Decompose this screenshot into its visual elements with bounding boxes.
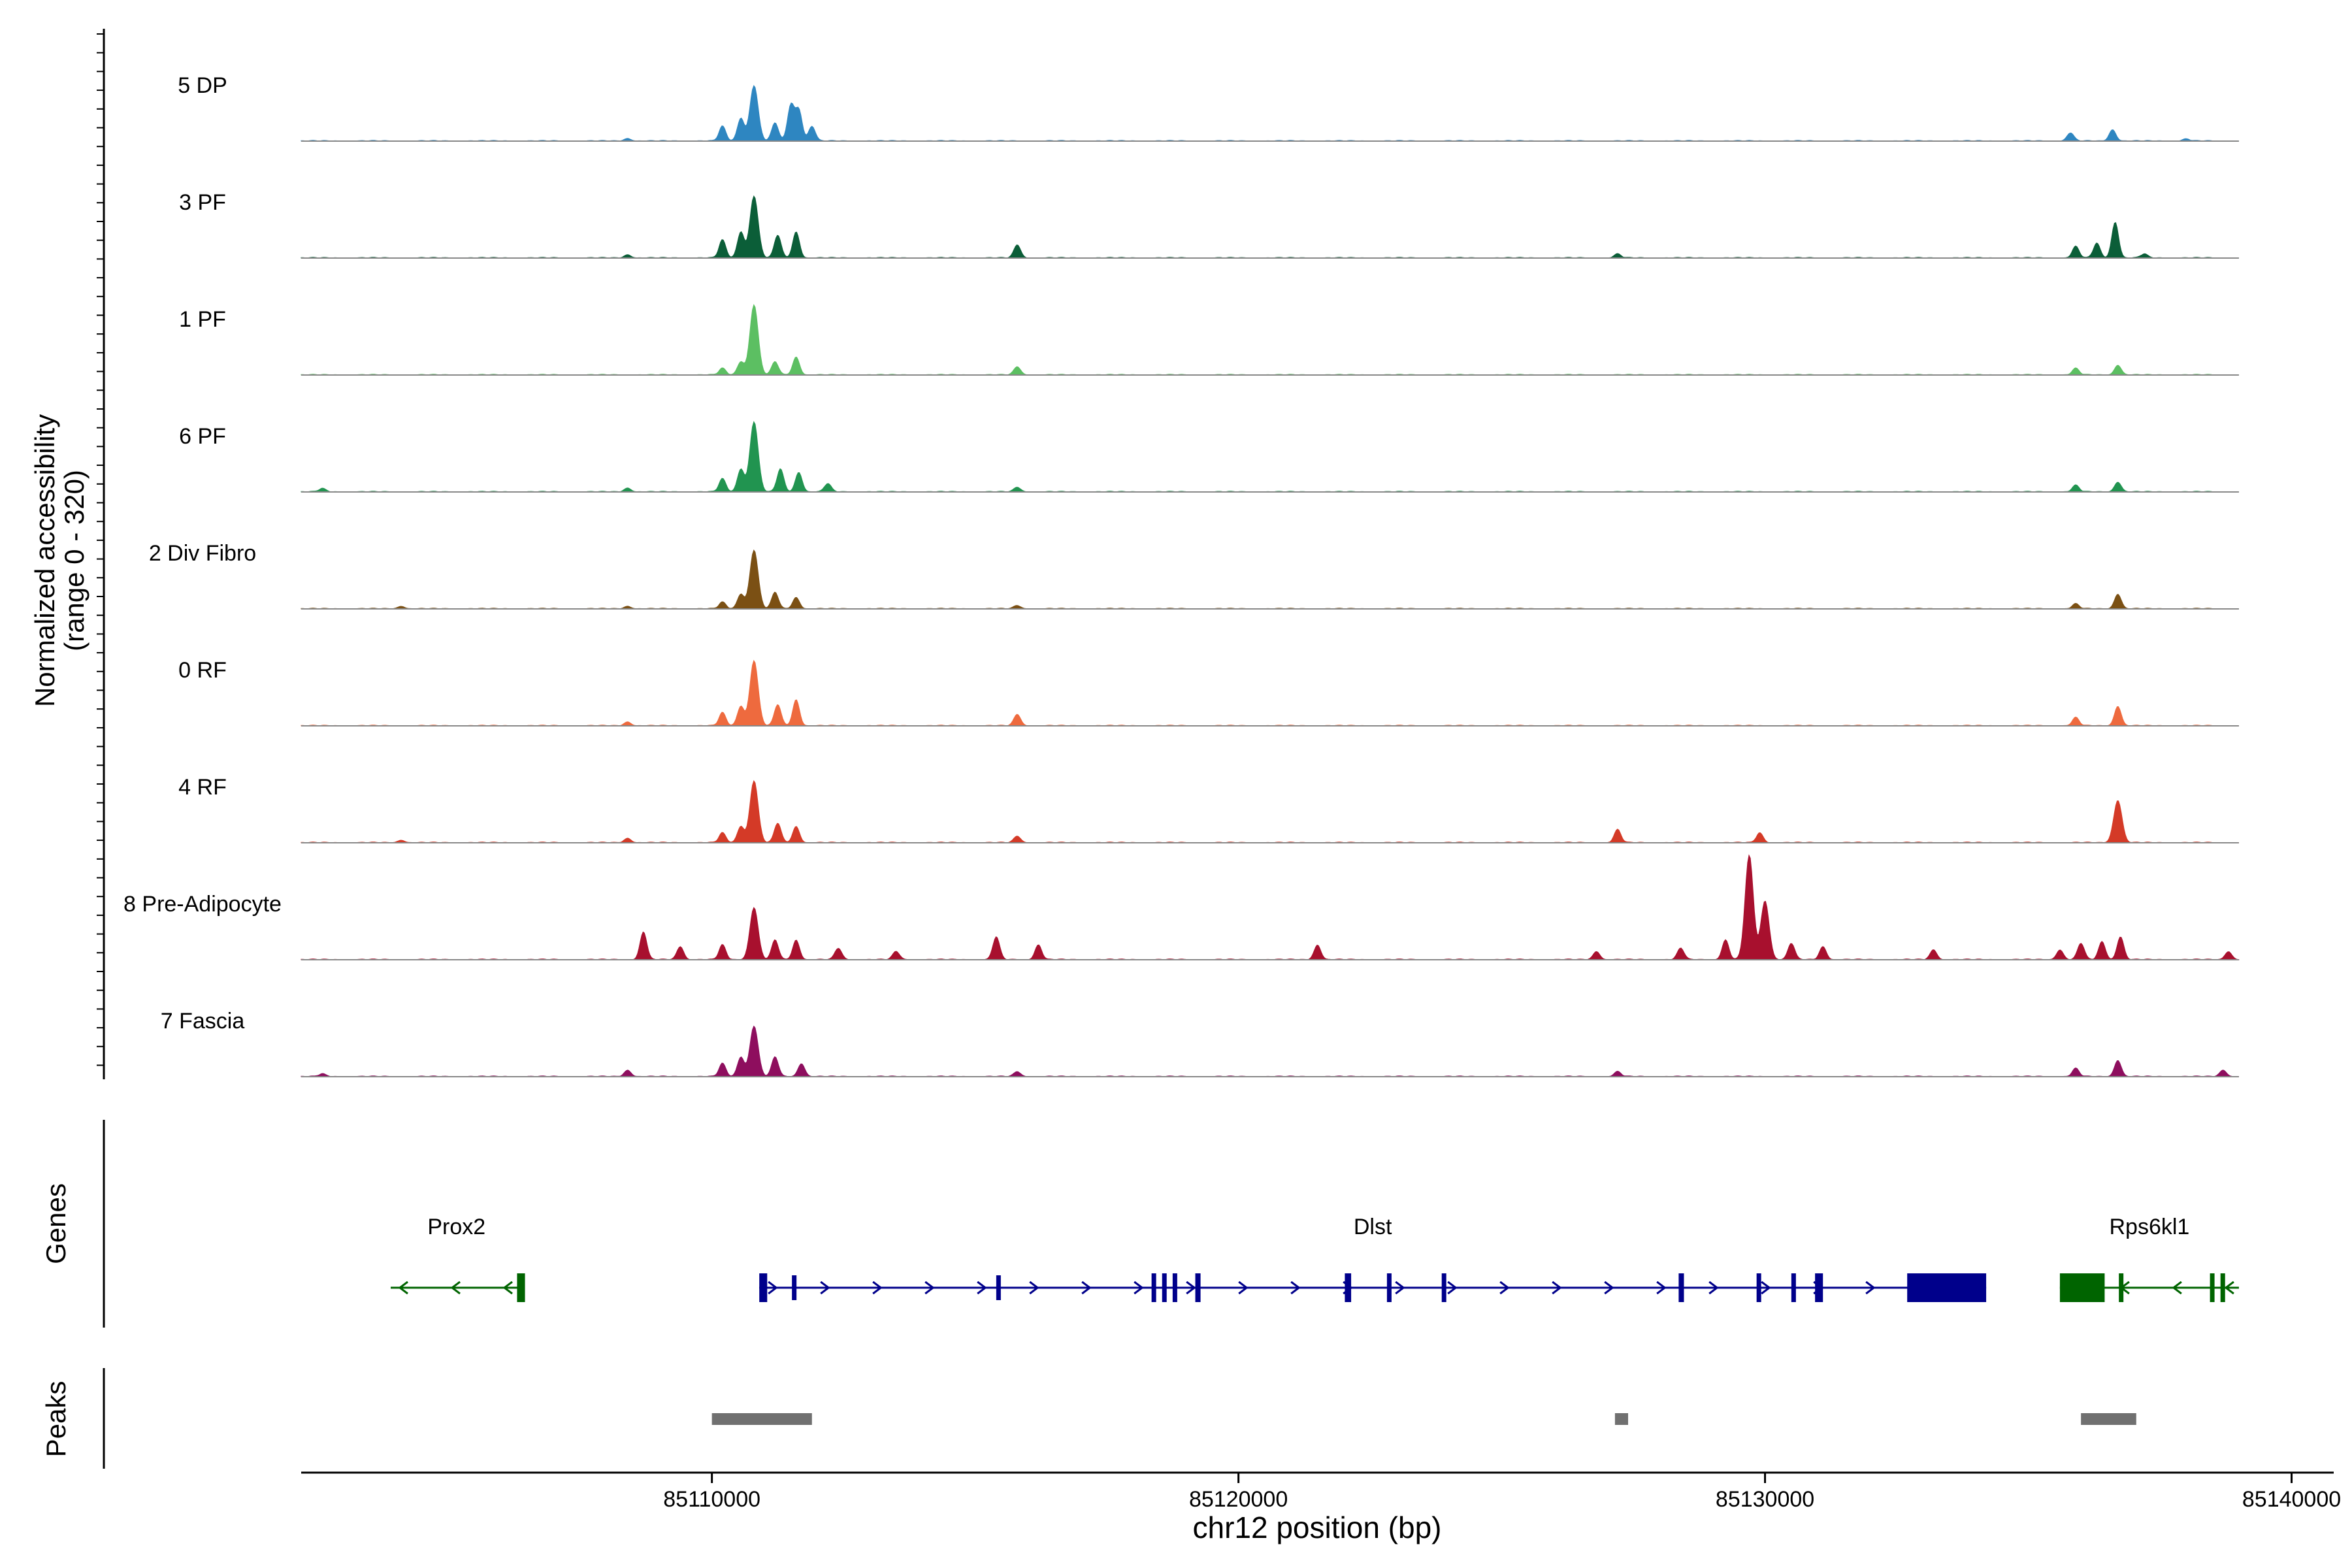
strand-arrow: [502, 1281, 513, 1295]
x-axis-ticks: 85110000 85120000 85130000 85140000: [663, 1473, 2341, 1512]
gene-exon: [2220, 1273, 2225, 1302]
x-tick-label: 85140000: [2242, 1487, 2341, 1512]
track-signal: [301, 195, 2239, 259]
track-signal: [301, 304, 2239, 376]
strand-arrow: [872, 1281, 883, 1295]
strand-arrow: [1238, 1281, 1249, 1295]
peak-region: [1614, 1413, 1629, 1425]
strand-arrow: [450, 1281, 461, 1295]
gene-exon: [1791, 1273, 1796, 1302]
strand-arrow: [1499, 1281, 1510, 1295]
track-label: 7 Fascia: [161, 1009, 245, 1034]
track-6-pf: 6 PF: [179, 421, 2239, 493]
peak-region: [711, 1413, 812, 1425]
track-label: 6 PF: [179, 424, 226, 449]
gene-label: Dlst: [1354, 1215, 1392, 1239]
gene-label: Prox2: [427, 1215, 485, 1239]
track-signal: [301, 659, 2239, 727]
track-label: 0 RF: [178, 658, 227, 683]
track-signal: [301, 779, 2239, 843]
x-tick-label: 85120000: [1189, 1487, 1288, 1512]
track-label: 5 DP: [178, 73, 227, 98]
gene-prox2: Prox2: [391, 1215, 525, 1302]
gene-exon: [1172, 1273, 1177, 1302]
gene-exon: [1345, 1273, 1352, 1302]
genes-track: Prox2 Dlst Rps6kl1: [391, 1215, 2239, 1302]
y-axis-label-line2: (range 0 - 320): [59, 470, 90, 651]
y-axis-label-line1: Normalized accessibility: [29, 414, 60, 707]
track-8-pre-adipocyte: 8 Pre-Adipocyte: [123, 854, 2240, 960]
track-signal: [301, 85, 2239, 142]
strand-arrow: [1029, 1281, 1039, 1295]
gene-exon: [517, 1273, 525, 1302]
x-axis-label: chr12 position (bp): [1193, 1511, 1442, 1544]
track-label: 3 PF: [179, 190, 226, 215]
gene-exon: [1386, 1273, 1392, 1302]
gene-exon: [1907, 1273, 1987, 1302]
gene-exon: [996, 1275, 1001, 1300]
strand-arrow: [1447, 1281, 1458, 1295]
strand-arrow: [398, 1281, 408, 1295]
gene-exon: [759, 1273, 768, 1302]
gene-exon: [2119, 1273, 2124, 1302]
peaks-panel-label: Peaks: [41, 1381, 71, 1458]
peak-region: [2081, 1413, 2136, 1425]
gene-exon: [1151, 1273, 1156, 1302]
strand-arrow: [1552, 1281, 1562, 1295]
strand-arrow: [820, 1281, 830, 1295]
gene-label: Rps6kl1: [2109, 1215, 2189, 1239]
x-tick-label: 85110000: [663, 1487, 760, 1512]
strand-arrow: [1656, 1281, 1667, 1295]
strand-arrow: [1290, 1281, 1301, 1295]
genes-panel-label: Genes: [41, 1183, 71, 1264]
gene-exon: [1162, 1273, 1167, 1302]
gene-exon: [792, 1275, 797, 1300]
track-7-fascia: 7 Fascia: [161, 1009, 2239, 1077]
track-signal: [301, 421, 2239, 493]
gene-rps6kl1: Rps6kl1: [2059, 1215, 2239, 1302]
track-4-rf: 4 RF: [178, 775, 2239, 843]
track-signal: [301, 549, 2239, 610]
strand-arrow: [1134, 1281, 1144, 1295]
peaks-track: [711, 1413, 2136, 1425]
gene-exon: [1441, 1273, 1446, 1302]
strand-arrow: [1081, 1281, 1092, 1295]
gene-exon: [1815, 1273, 1823, 1302]
strand-arrow: [1708, 1281, 1719, 1295]
gene-exon: [1678, 1273, 1684, 1302]
strand-arrow: [2224, 1281, 2234, 1295]
track-label: 8 Pre-Adipocyte: [123, 892, 282, 917]
coverage-y-ticks: [97, 33, 104, 1066]
track-1-pf: 1 PF: [179, 304, 2239, 376]
strand-arrow: [1604, 1281, 1614, 1295]
strand-arrow: [1865, 1281, 1876, 1295]
strand-arrow: [977, 1281, 987, 1295]
track-2-div-fibro: 2 Div Fibro: [149, 541, 2239, 610]
strand-arrow: [1395, 1281, 1405, 1295]
track-label: 2 Div Fibro: [149, 541, 256, 566]
gene-exon: [2059, 1273, 2105, 1302]
track-label: 4 RF: [178, 775, 227, 800]
strand-arrow: [1761, 1281, 1771, 1295]
track-signal: [301, 1025, 2239, 1077]
gene-exon: [1195, 1273, 1201, 1302]
gene-dlst: Dlst: [759, 1215, 1987, 1302]
track-label: 1 PF: [179, 307, 226, 332]
strand-arrow: [1186, 1281, 1196, 1295]
track-0-rf: 0 RF: [178, 658, 2239, 727]
gene-exon: [1756, 1273, 1761, 1302]
strand-arrow: [2172, 1281, 2182, 1295]
x-tick-label: 85130000: [1716, 1487, 1814, 1512]
track-5-dp: 5 DP: [178, 73, 2239, 142]
strand-arrow: [768, 1281, 778, 1295]
gene-exon: [2210, 1273, 2215, 1302]
coverage-tracks: 5 DP 3 PF 1 PF 6 PF 2 Div Fibro 0 RF 4 RF 8 Pre…: [123, 73, 2240, 1077]
track-signal: [301, 854, 2240, 960]
track-3-pf: 3 PF: [179, 190, 2239, 259]
strand-arrow: [924, 1281, 935, 1295]
